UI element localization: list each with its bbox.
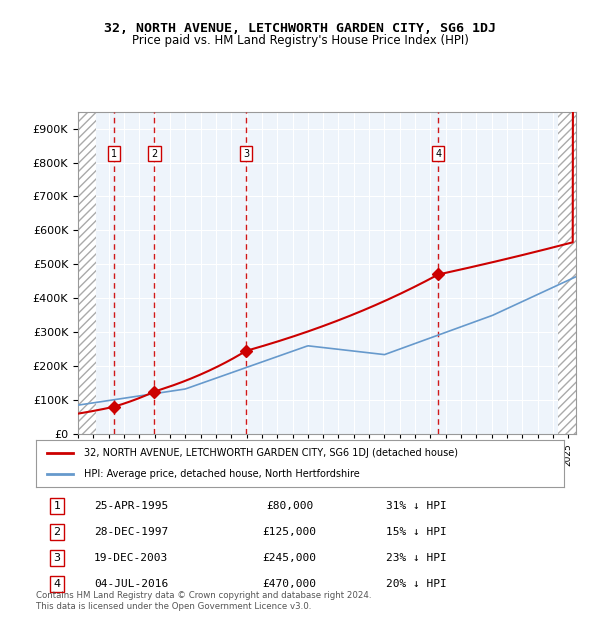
Text: £470,000: £470,000 (262, 579, 316, 589)
Text: £80,000: £80,000 (266, 501, 313, 511)
Text: 1: 1 (53, 501, 61, 511)
Text: 2: 2 (151, 149, 158, 159)
Text: Price paid vs. HM Land Registry's House Price Index (HPI): Price paid vs. HM Land Registry's House … (131, 34, 469, 47)
Text: 2: 2 (53, 527, 61, 537)
Text: 23% ↓ HPI: 23% ↓ HPI (386, 553, 446, 563)
Text: 19-DEC-2003: 19-DEC-2003 (94, 553, 168, 563)
Text: £125,000: £125,000 (262, 527, 316, 537)
Text: 4: 4 (53, 579, 61, 589)
Text: 20% ↓ HPI: 20% ↓ HPI (386, 579, 446, 589)
Text: 31% ↓ HPI: 31% ↓ HPI (386, 501, 446, 511)
Text: 4: 4 (435, 149, 442, 159)
Text: £245,000: £245,000 (262, 553, 316, 563)
Text: 1: 1 (110, 149, 116, 159)
Bar (557, 112, 576, 434)
Text: HPI: Average price, detached house, North Hertfordshire: HPI: Average price, detached house, Nort… (83, 469, 359, 479)
Text: 32, NORTH AVENUE, LETCHWORTH GARDEN CITY, SG6 1DJ: 32, NORTH AVENUE, LETCHWORTH GARDEN CITY… (104, 22, 496, 35)
Text: 04-JUL-2016: 04-JUL-2016 (94, 579, 168, 589)
Text: 15% ↓ HPI: 15% ↓ HPI (386, 527, 446, 537)
Text: 25-APR-1995: 25-APR-1995 (94, 501, 168, 511)
Text: 28-DEC-1997: 28-DEC-1997 (94, 527, 168, 537)
Text: 32, NORTH AVENUE, LETCHWORTH GARDEN CITY, SG6 1DJ (detached house): 32, NORTH AVENUE, LETCHWORTH GARDEN CITY… (83, 448, 458, 458)
Bar (78, 112, 97, 434)
Text: Contains HM Land Registry data © Crown copyright and database right 2024.
This d: Contains HM Land Registry data © Crown c… (36, 591, 371, 611)
Text: 3: 3 (53, 553, 61, 563)
Text: 3: 3 (243, 149, 249, 159)
